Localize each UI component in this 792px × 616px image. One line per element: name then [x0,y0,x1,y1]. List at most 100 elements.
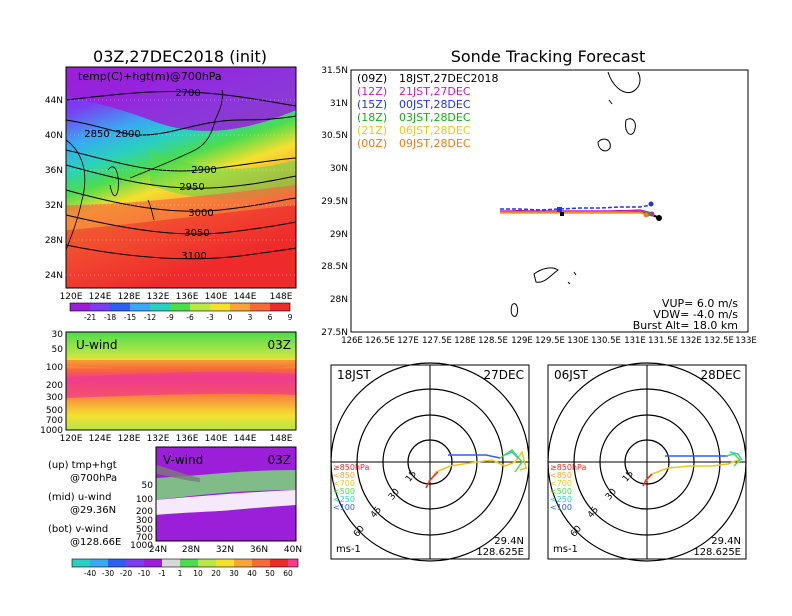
lon-tick-label: 126E [341,336,363,346]
lon-tick-label: 132E [147,292,170,302]
uwind-pressure-axis: 30 50 100 200 300 500 700 1000 [40,330,63,436]
level-label: <250 [333,495,355,504]
lon-tick-label: 127.5E [422,336,452,346]
track-15z [500,204,652,211]
lat-tick-label: 40N [45,131,63,141]
pressure-tick-label: 500 [136,525,153,535]
legend-code-09z: (09Z) [357,72,387,85]
lat-tick-label: 28N [182,545,200,555]
lon-tick-label: 133E [735,336,757,346]
vwind-lat-axis: 24N 28N 32N 36N 40N [149,545,302,555]
lon-tick-label: 136E [176,434,199,444]
uwind-lon-axis: 120E 124E 128E 132E 136E 140E 144E 148E [60,434,293,444]
hodograph-right-lon: 128.625E [693,547,741,558]
pressure-tick-label: 500 [46,406,63,416]
pressure-tick-label: 300 [136,516,153,526]
lat-tick-label: 31N [330,99,348,109]
level-label: <700 [333,479,355,488]
level-label: <100 [333,503,355,512]
colorbar-label: -21 [84,313,96,322]
uwind-panel [65,331,297,431]
map-subtitle: temp(C)+hgt(m)@700hPa [78,70,222,83]
legend-time-15z: 00JST,28DEC [399,98,471,111]
track-21z [500,212,649,216]
level-label: <100 [550,503,572,512]
lat-tick-label: 44N [45,96,63,106]
vwind-label: V-wind [163,453,203,467]
note-line: (up) tmp+hgt [48,460,117,471]
tracking-lat-axis: 31.5N 31N 30.5N 30N 29.5N 29N 28.5N 28N … [321,66,348,338]
lat-tick-label: 24N [149,545,167,555]
launch-point [560,212,564,216]
lat-tick-label: 32N [45,201,63,211]
track-12z [500,209,653,214]
map-lon-axis: 120E 124E 128E 132E 136E 140E 144E 148E [60,292,293,302]
colorbar-label: -10 [138,569,150,578]
contour-label: 2900 [191,165,216,176]
note-line: (bot) v-wind [48,524,108,535]
lat-tick-label: 31.5N [321,66,348,76]
contour-label: 3050 [184,228,209,239]
lon-tick-label: 128E [118,434,141,444]
level-label: <850 [333,471,355,480]
colorbar-label: -1 [158,569,166,578]
level-label: ≥850hPa [550,463,587,472]
temperature-map [65,66,297,289]
lon-tick-label: 120E [60,292,83,302]
colorbar-label: 9 [288,313,293,322]
lon-tick-label: 136E [176,292,199,302]
pressure-tick-label: 700 [136,533,153,543]
lon-tick-label: 132E [147,434,170,444]
note-line: @128.66E [70,537,121,548]
legend-time-12z: 21JST,27DEC [399,85,471,98]
lon-tick-label: 140E [205,434,228,444]
vwind-panel [155,446,297,542]
lon-tick-label: 140E [205,292,228,302]
lon-tick-label: 129.5E [535,336,565,346]
level-label: <500 [333,487,355,496]
contour-label: 2700 [175,88,200,99]
level-label: ≥850hPa [333,463,370,472]
pressure-tick-label: 30 [52,330,64,340]
contour-labels: 2700 2850 2800 2900 2950 3000 3050 3100 [84,88,216,262]
lon-tick-label: 126.5E [365,336,395,346]
colorbar-label: 60 [283,569,293,578]
colorbar-label: 3 [248,313,253,322]
hodograph-left-lat: 29.4N [494,536,524,547]
colorbar-label: 6 [268,313,273,322]
hodograph-left-time: 18JST [337,368,371,382]
colorbar-label: 50 [265,569,275,578]
colorbar-label: -18 [104,313,116,322]
track-00z [500,211,647,215]
lon-tick-label: 148E [270,434,293,444]
hodograph-left-levels: ≥850hPa <850 <700 <500 <250 <100 [333,463,370,512]
lon-tick-label: 131E [624,336,646,346]
lat-tick-label: 40N [284,545,302,555]
contour-label: 3000 [188,208,213,219]
temperature-colorbar [69,302,291,312]
hodograph-left-unit: ms-1 [336,544,361,555]
lon-tick-label: 128.5E [478,336,508,346]
lon-tick-label: 130.5E [591,336,621,346]
legend-time-18z: 03JST,28DEC [399,111,471,124]
colorbar-label: -6 [186,313,194,322]
landing-point [649,211,655,217]
uwind-label: U-wind [76,338,117,352]
hodograph-left [330,362,530,562]
colorbar-label: 20 [211,569,221,578]
pressure-tick-label: 700 [46,416,63,426]
lat-tick-label: 27.5N [321,328,348,338]
note-line: (mid) u-wind [48,492,111,503]
lon-tick-label: 129E [511,336,533,346]
colorbar-label: -20 [120,569,132,578]
lon-tick-label: 124E [89,292,112,302]
lat-tick-label: 30.5N [321,131,348,141]
map-title: 03Z,27DEC2018 (init) [93,47,267,66]
vdw-text: VDW= -4.0 m/s [653,308,738,321]
hodograph-right-lat: 29.4N [711,536,741,547]
pressure-tick-label: 200 [136,507,153,517]
hodograph-right-unit: ms-1 [553,544,578,555]
pressure-tick-label: 200 [46,381,63,391]
hodograph-right-levels: ≥850hPa <850 <700 <500 <250 <100 [550,463,587,512]
pressure-tick-label: 50 [142,481,154,491]
